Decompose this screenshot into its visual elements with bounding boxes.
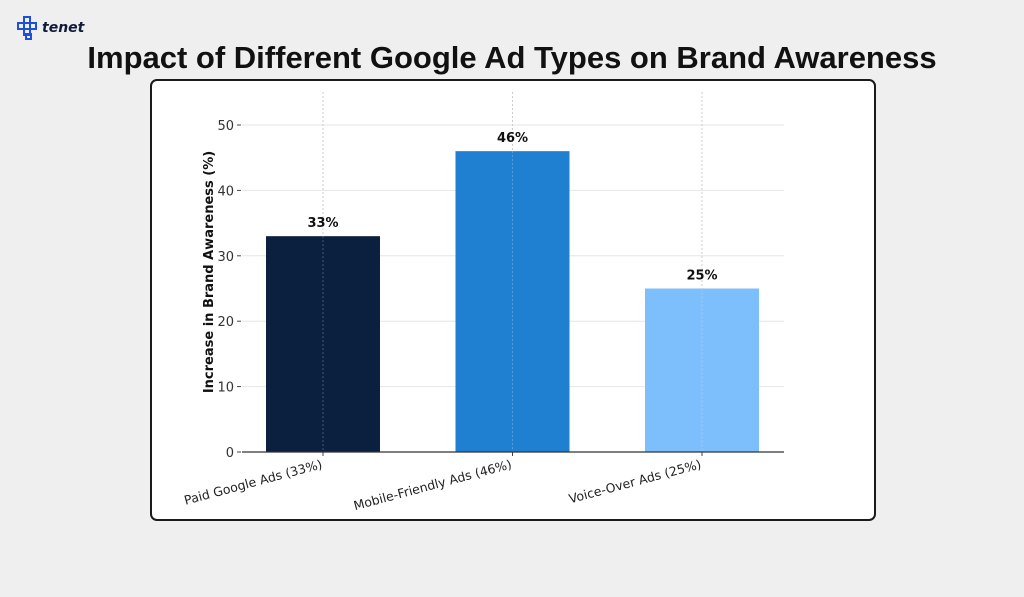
y-tick-label: 40 [217,184,234,199]
x-tick-label: Voice-Over Ads (25%) [567,456,703,506]
bar [455,151,570,452]
data-label: 33% [307,216,338,231]
logo: tenet [17,16,84,40]
y-tick-label: 0 [226,446,234,461]
y-tick-label: 10 [217,381,234,396]
bar [645,288,759,452]
logo-text: tenet [42,20,85,36]
y-tick-label: 50 [217,119,234,134]
data-label: 25% [686,269,717,284]
y-tick-label: 20 [217,315,234,330]
y-axis-label: Increase in Brand Awareness (%) [202,151,217,393]
chart-title: Impact of Different Google Ad Types on B… [87,40,937,75]
data-label: 46% [497,131,528,146]
bar [266,236,380,452]
y-tick-label: 30 [217,250,234,265]
x-tick-label: Mobile-Friendly Ads (46%) [352,456,513,513]
x-tick-label: Paid Google Ads (33%) [182,456,323,507]
tenet-logo-icon [17,16,37,40]
